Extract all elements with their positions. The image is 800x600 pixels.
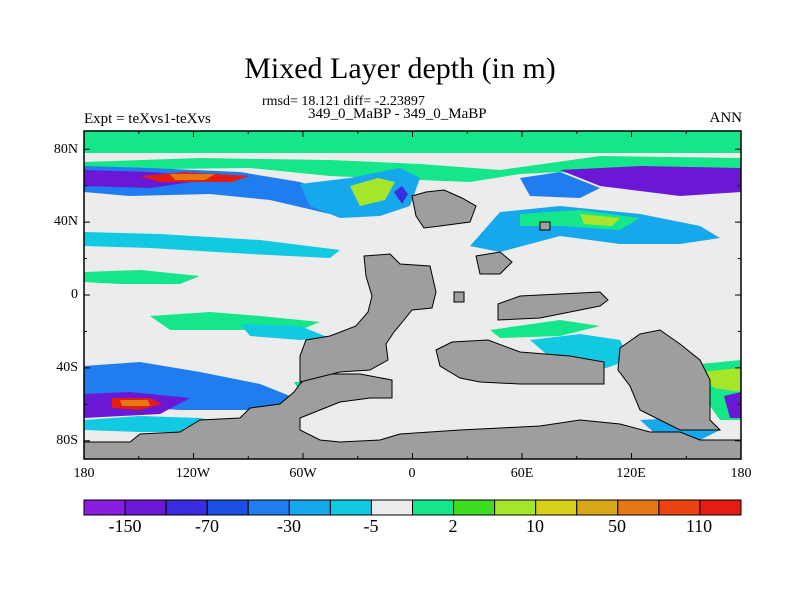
small-north-island bbox=[539, 221, 551, 231]
lon-tick-label: 180 bbox=[730, 466, 752, 481]
colorbar-label: 50 bbox=[608, 516, 626, 536]
map-title: Mixed Layer depth (in m) bbox=[244, 52, 556, 85]
lon-tick-label: 120W bbox=[175, 466, 211, 481]
arctic-band bbox=[84, 131, 741, 153]
northeast-blue bbox=[520, 172, 600, 198]
lon-tick-label: 180 bbox=[73, 466, 95, 481]
north-green-band bbox=[84, 156, 741, 182]
north-atlantic-yellow bbox=[350, 178, 395, 206]
colorbar-label: 10 bbox=[526, 516, 544, 536]
small-island-landmass bbox=[475, 251, 513, 275]
colorbar-box bbox=[658, 499, 701, 516]
southeast-yellow bbox=[700, 368, 741, 392]
south-indian-green bbox=[490, 320, 600, 338]
colorbar-box bbox=[370, 499, 414, 516]
lat-tick-label: 80N bbox=[53, 142, 78, 157]
colorbar-box bbox=[494, 499, 537, 516]
colorbar-box bbox=[535, 499, 578, 516]
colorbar-label: 2 bbox=[448, 516, 458, 536]
americas-landmass bbox=[299, 253, 437, 383]
lon-tick-label: 60W bbox=[289, 466, 317, 481]
colorbar-label: -150 bbox=[108, 516, 142, 536]
south-pacific-orange bbox=[120, 400, 150, 406]
colorbar-box bbox=[288, 499, 331, 516]
southeast-purple bbox=[724, 392, 741, 418]
southern-continent-landmass bbox=[435, 339, 605, 385]
lon-tick-label: 120E bbox=[616, 466, 646, 481]
lat-tick-label: 80S bbox=[56, 433, 78, 448]
colorbar-label: -5 bbox=[363, 516, 379, 536]
colorbar-box bbox=[165, 499, 208, 516]
east-central-landmass bbox=[497, 291, 609, 321]
colorbar-box bbox=[453, 499, 496, 516]
tropical-north-band bbox=[84, 232, 340, 258]
west-green-blob bbox=[84, 270, 200, 284]
antarctica-landmass bbox=[83, 373, 742, 460]
colorbar-box bbox=[576, 499, 619, 516]
experiment-label: Expt = teXvs1-teXvs bbox=[84, 111, 211, 127]
east-landmass bbox=[617, 329, 722, 431]
small-mid-island bbox=[453, 291, 465, 303]
lon-tick-label: 0 bbox=[408, 466, 416, 481]
east-north-yellow bbox=[580, 214, 620, 226]
axis-ticks bbox=[83, 131, 742, 459]
colorbar-box bbox=[124, 499, 167, 516]
colorbar-box bbox=[617, 499, 660, 516]
map-panel bbox=[83, 130, 742, 460]
season-label: ANN bbox=[709, 110, 743, 126]
colorbar-box bbox=[83, 499, 126, 516]
stats-line: rmsd= 18.121 diff= -2.23897 bbox=[262, 94, 425, 109]
colorbar-box bbox=[329, 499, 372, 516]
north-central-landmass bbox=[411, 189, 477, 229]
colorbar-box bbox=[412, 499, 455, 516]
tropical-south-blue bbox=[240, 324, 330, 340]
north-atlantic-dip bbox=[394, 186, 408, 204]
lat-tick-label: 0 bbox=[71, 287, 78, 302]
colorbar-box bbox=[699, 499, 742, 516]
north-pacific-orange bbox=[170, 174, 215, 180]
northeast-purple bbox=[560, 166, 741, 196]
colorbar-label: -70 bbox=[195, 516, 219, 536]
colorbar-box bbox=[206, 499, 249, 516]
colorbar-box bbox=[247, 499, 290, 516]
colorbar bbox=[83, 499, 742, 516]
cases-line: 349_0_MaBP - 349_0_MaBP bbox=[308, 106, 487, 122]
colorbar-label: 110 bbox=[685, 516, 713, 536]
lon-tick-label: 60E bbox=[510, 466, 534, 481]
lat-tick-label: 40N bbox=[53, 214, 78, 229]
colorbar-label: -30 bbox=[277, 516, 301, 536]
lat-tick-label: 40S bbox=[56, 360, 78, 375]
